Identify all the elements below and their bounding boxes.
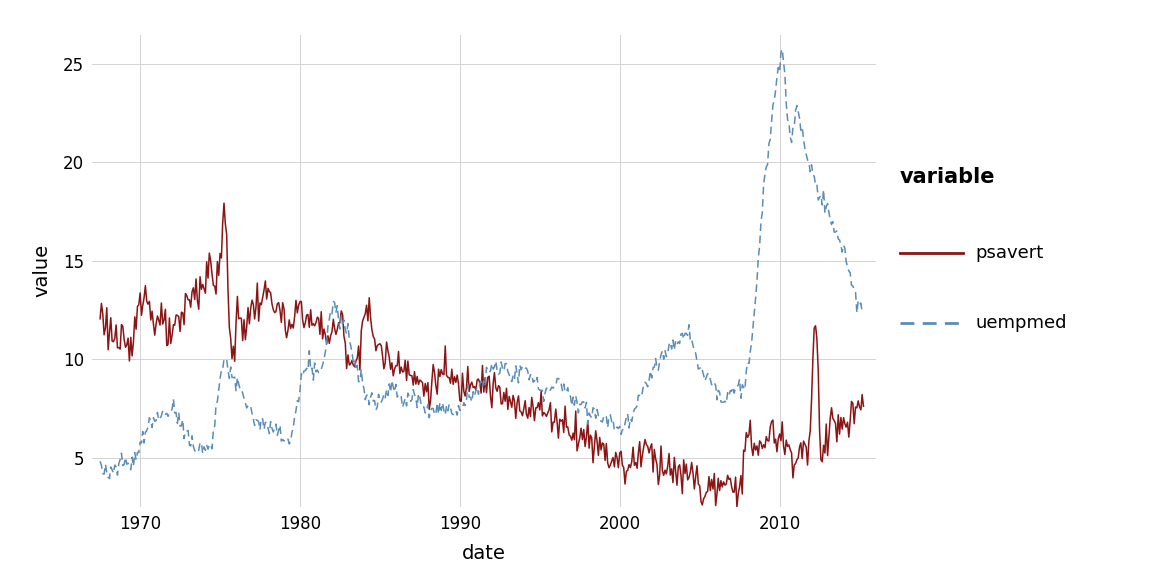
Y-axis label: value: value: [32, 244, 52, 297]
Text: variable: variable: [900, 167, 995, 187]
X-axis label: date: date: [462, 544, 506, 563]
Text: psavert: psavert: [976, 244, 1044, 263]
Text: uempmed: uempmed: [976, 313, 1067, 332]
